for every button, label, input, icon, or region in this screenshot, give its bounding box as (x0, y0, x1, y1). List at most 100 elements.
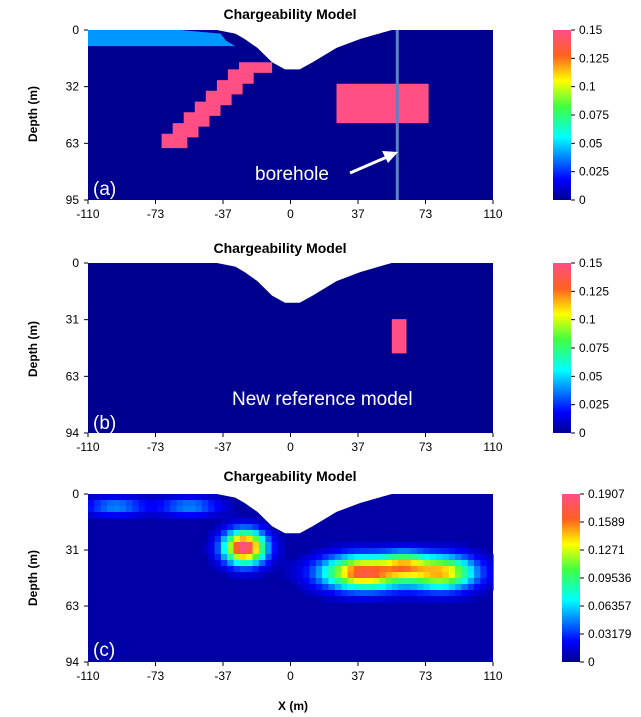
heatmap-cell (404, 572, 412, 579)
heatmap-cell (208, 560, 216, 567)
heatmap-cell (201, 512, 209, 519)
heatmap-cell (315, 584, 323, 591)
heatmap-cell (353, 554, 361, 561)
heatmap-cell (334, 566, 342, 573)
heatmap-cell (322, 548, 330, 555)
heatmap-cell (353, 548, 361, 555)
heatmap-cell (189, 512, 197, 519)
heatmap-cell (347, 542, 355, 549)
heatmap-cell (246, 518, 254, 525)
panel-a-heatmap (88, 29, 493, 200)
heatmap-cell (214, 536, 222, 543)
x-tick-label: 73 (419, 207, 433, 221)
heatmap-cell (258, 560, 266, 567)
heatmap-cell (391, 548, 399, 555)
heatmap-cell (271, 536, 279, 543)
heatmap-cell (372, 590, 380, 597)
heatmap-cell (328, 560, 336, 567)
model-body (336, 83, 429, 124)
heatmap-cell (271, 542, 279, 549)
heatmap-cell (455, 578, 462, 585)
heatmap-cell (461, 542, 469, 549)
heatmap-cell (119, 500, 127, 507)
heatmap-cell (296, 584, 304, 591)
heatmap-cell (252, 542, 260, 549)
heatmap-cell (296, 572, 304, 579)
heatmap-cell (125, 494, 133, 501)
heatmap-cell (227, 518, 235, 525)
heatmap-cell (214, 554, 222, 561)
panel-c-title: Chargeability Model (223, 468, 356, 484)
heatmap-cell (239, 560, 247, 567)
heatmap-cell (322, 554, 330, 561)
heatmap-cell (398, 566, 406, 573)
heatmap-cell (461, 584, 469, 591)
heatmap-cell (455, 590, 462, 597)
heatmap-cell (448, 566, 456, 573)
heatmap-cell (334, 548, 342, 555)
colorbar-tick-label: 0.075 (579, 341, 609, 355)
heatmap-cell (423, 548, 431, 555)
heatmap-cell (227, 572, 235, 579)
heatmap-cell (391, 596, 399, 603)
heatmap-cell (258, 548, 266, 555)
heatmap-cell (144, 512, 152, 519)
heatmap-cell (385, 554, 393, 561)
heatmap-cell (436, 548, 443, 555)
heatmap-cell (480, 560, 488, 567)
heatmap-cell (385, 572, 393, 579)
colorbar-tick-label: 0.05 (579, 136, 603, 150)
heatmap-cell (423, 560, 431, 567)
heatmap-cell (220, 512, 228, 519)
heatmap-cell (233, 518, 241, 525)
heatmap-cell (296, 554, 304, 561)
heatmap-cell (417, 572, 424, 579)
heatmap-cell (347, 596, 355, 603)
heatmap-cell (480, 554, 488, 561)
heatmap-cell (448, 590, 456, 597)
heatmap-cell (138, 500, 146, 507)
heatmap-cell (379, 548, 387, 555)
heatmap-cell (448, 554, 456, 561)
heatmap-cell (455, 572, 462, 579)
heatmap-cell (303, 554, 311, 561)
heatmap-cell (252, 566, 260, 573)
heatmap-cell (341, 542, 349, 549)
heatmap-cell (170, 512, 178, 519)
heatmap-cell (429, 584, 437, 591)
heatmap-cell (271, 530, 279, 537)
heatmap-cell (227, 500, 235, 507)
heatmap-cell (429, 548, 437, 555)
colorbar-tick-label: 0 (579, 193, 586, 207)
heatmap-cell (214, 542, 222, 549)
heatmap-cell (436, 542, 443, 549)
heatmap-cell (227, 566, 235, 573)
x-tick-label: 0 (287, 669, 294, 683)
heatmap-cell (353, 560, 361, 567)
heatmap-cell (214, 566, 222, 573)
heatmap-cell (366, 542, 374, 549)
heatmap-cell (360, 554, 368, 561)
heatmap-cell (360, 578, 368, 585)
heatmap-cell (410, 548, 418, 555)
heatmap-cell (303, 560, 311, 567)
heatmap-cell (410, 542, 418, 549)
heatmap-cell (467, 596, 475, 603)
heatmap-cell (258, 536, 266, 543)
heatmap-cell (417, 560, 424, 567)
heatmap-cell (398, 542, 406, 549)
heatmap-cell (296, 566, 304, 573)
heatmap-cell (334, 578, 342, 585)
heatmap-cell (448, 596, 456, 603)
heatmap-cell (423, 566, 431, 573)
heatmap-cell (151, 506, 159, 513)
heatmap-cell (442, 542, 450, 549)
heatmap-cell (119, 512, 127, 519)
heatmap-cell (151, 512, 159, 519)
heatmap-cell (341, 578, 349, 585)
heatmap-cell (220, 566, 228, 573)
heatmap-cell (315, 548, 323, 555)
heatmap-cell (220, 548, 228, 555)
heatmap-cell (410, 572, 418, 579)
